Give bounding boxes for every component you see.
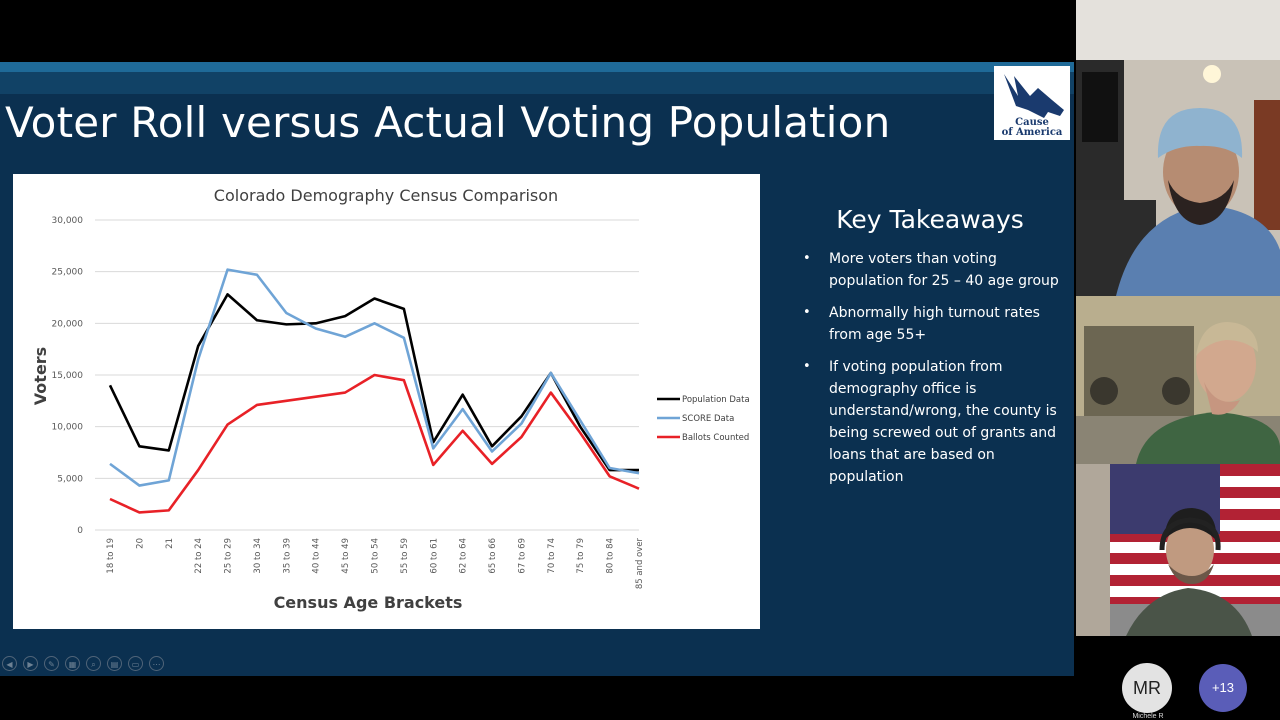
- x-tick-label: 80 to 84: [606, 538, 616, 574]
- video-panel: [1074, 0, 1280, 720]
- legend-label: Ballots Counted: [682, 433, 749, 443]
- more-icon[interactable]: ⋯: [149, 656, 164, 671]
- y-tick-label: 10,000: [52, 423, 84, 433]
- x-tick-label: 30 to 34: [253, 538, 263, 574]
- legend-label: SCORE Data: [682, 414, 734, 424]
- y-tick-label: 5,000: [57, 474, 83, 484]
- x-tick-label: 85 and over: [635, 538, 645, 590]
- takeaways-title: Key Takeaways: [836, 205, 1024, 234]
- x-tick-label: 35 to 39: [282, 538, 292, 574]
- x-tick-label: 62 to 64: [459, 538, 469, 574]
- bullet-icon: •: [803, 305, 811, 320]
- y-tick-label: 30,000: [52, 216, 84, 226]
- x-axis-label: Census Age Brackets: [274, 593, 463, 612]
- x-tick-label: 60 to 61: [429, 538, 439, 574]
- x-tick-label: 22 to 24: [194, 538, 204, 574]
- takeaway-item: • Abnormally high turnout rates from age …: [790, 302, 1060, 346]
- participant-video-2[interactable]: [1076, 296, 1280, 464]
- y-tick-label: 15,000: [52, 371, 84, 381]
- x-tick-label: 50 to 54: [371, 538, 381, 574]
- wolf-logo-icon: [1004, 74, 1064, 118]
- participant-video-3[interactable]: [1076, 464, 1280, 636]
- presentation-slide: Voter Roll versus Actual Voting Populati…: [0, 62, 1074, 676]
- bullet-icon: •: [803, 359, 811, 374]
- video-feed-image: [1076, 464, 1280, 636]
- logo-text: Cause of America: [1001, 117, 1063, 138]
- slide-header-band: [0, 62, 1074, 72]
- participant-video-1[interactable]: [1076, 0, 1280, 296]
- x-tick-label: 55 to 59: [400, 538, 410, 574]
- x-tick-label: 21: [165, 538, 175, 549]
- slide-header-band-lower: [0, 72, 1074, 94]
- previous-icon[interactable]: ◀: [2, 656, 17, 671]
- x-tick-label: 40 to 44: [312, 538, 322, 574]
- x-tick-label: 20: [135, 538, 145, 549]
- slideshow-toolbar: ◀ ▶ ✎ ▦ ⌕ ▤ ▭ ⋯: [0, 656, 164, 672]
- chart-panel: Colorado Demography Census Comparison 0 5…: [13, 174, 760, 629]
- y-axis-label: Voters: [31, 347, 50, 405]
- series-line-population-data: [108, 293, 639, 472]
- slide-title: Voter Roll versus Actual Voting Populati…: [5, 98, 891, 147]
- cause-of-america-logo: Cause of America: [994, 66, 1070, 140]
- takeaway-item: • If voting population from demography of…: [790, 356, 1060, 488]
- x-tick-label: 75 to 79: [576, 538, 586, 574]
- participant-strip: MR Michele R +13: [1074, 650, 1280, 720]
- y-tick-label: 20,000: [52, 319, 84, 329]
- chart-title: Colorado Demography Census Comparison: [214, 186, 558, 205]
- takeaway-item: • More voters than voting population for …: [790, 248, 1060, 292]
- census-comparison-chart: Colorado Demography Census Comparison 0 5…: [31, 186, 750, 612]
- monitor-icon[interactable]: ▭: [128, 656, 143, 671]
- y-tick-label: 0: [77, 526, 83, 536]
- video-feed-image: [1076, 296, 1280, 464]
- participant-avatar[interactable]: MR: [1122, 663, 1172, 713]
- play-icon[interactable]: ▶: [23, 656, 38, 671]
- key-takeaways: Key Takeaways • More voters than voting p…: [790, 205, 1060, 498]
- participant-name: Michele R: [1132, 713, 1164, 720]
- video-feed-image: [1076, 0, 1280, 296]
- slides-icon[interactable]: ▦: [65, 656, 80, 671]
- series-line-ballots-counted: [109, 373, 640, 514]
- more-participants-button[interactable]: +13: [1199, 664, 1247, 712]
- pen-icon[interactable]: ✎: [44, 656, 59, 671]
- x-tick-label: 67 to 69: [517, 538, 527, 574]
- zoom-icon[interactable]: ⌕: [86, 656, 101, 671]
- x-tick-label: 65 to 66: [488, 538, 498, 574]
- bullet-icon: •: [803, 251, 811, 266]
- x-tick-label: 45 to 49: [341, 538, 351, 574]
- subtitles-icon[interactable]: ▤: [107, 656, 122, 671]
- x-tick-label: 18 to 19: [106, 538, 116, 574]
- legend-label: Population Data: [682, 395, 750, 405]
- series-line-score-data: [109, 268, 640, 487]
- x-tick-label: 25 to 29: [224, 538, 234, 574]
- y-tick-label: 25,000: [52, 268, 84, 278]
- x-tick-label: 70 to 74: [547, 538, 557, 574]
